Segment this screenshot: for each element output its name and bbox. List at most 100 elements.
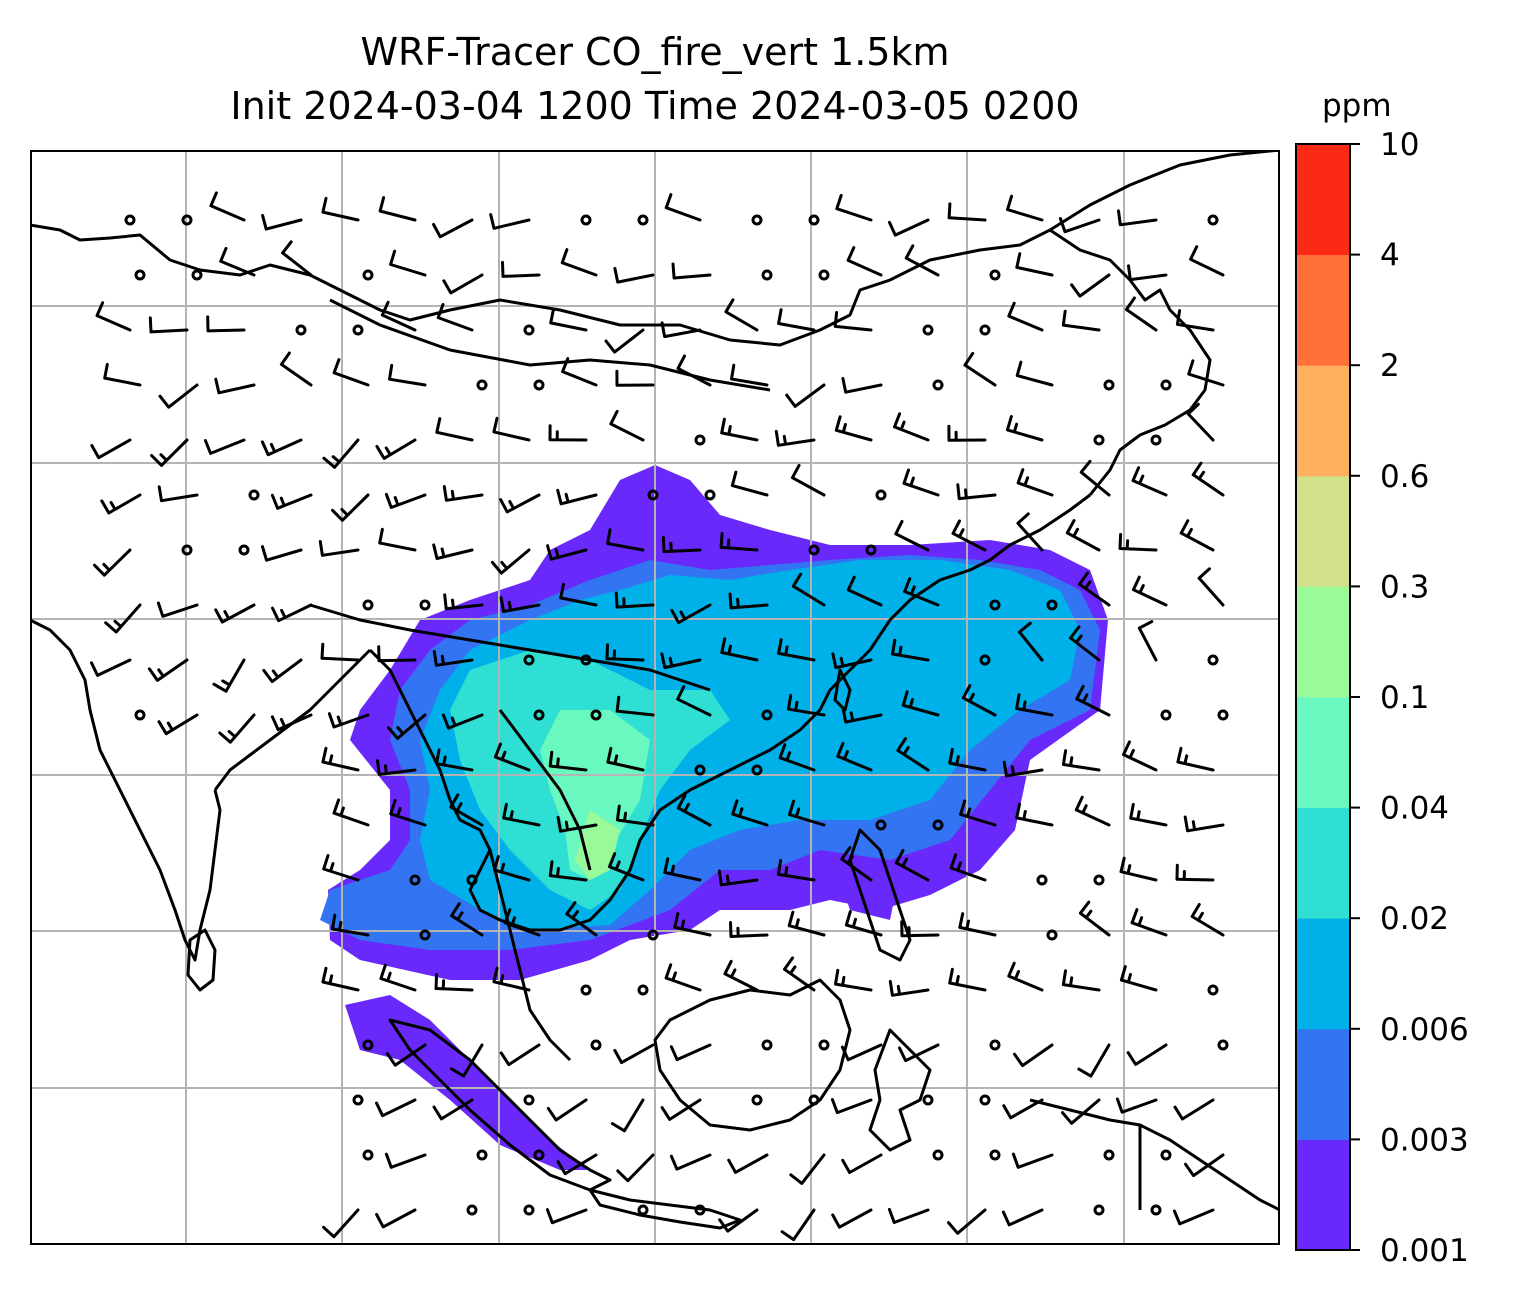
wind-barb — [790, 463, 826, 497]
calm-wind-marker — [1217, 1039, 1229, 1051]
wind-barb — [719, 532, 759, 552]
wind-barb — [1061, 969, 1101, 992]
wind-barb — [948, 967, 987, 992]
wind-barb — [901, 690, 940, 717]
wind-barb — [841, 377, 883, 394]
wind-barb — [1005, 415, 1044, 442]
colorbar-tick-label: 0.1 — [1380, 680, 1429, 716]
calm-wind-marker — [362, 599, 374, 611]
calm-wind-marker — [295, 324, 307, 336]
wind-barb — [904, 244, 940, 277]
wind-barb — [556, 1153, 598, 1176]
wind-barb — [1189, 245, 1225, 277]
calm-wind-marker — [932, 379, 944, 391]
calm-wind-marker — [704, 489, 716, 501]
calm-wind-marker — [1150, 434, 1162, 446]
wind-barb — [432, 218, 474, 239]
wind-barb — [388, 363, 427, 387]
calm-wind-marker — [352, 1094, 364, 1106]
wind-barb — [834, 415, 873, 442]
wind-barb — [545, 1208, 588, 1225]
wind-barb — [271, 603, 313, 623]
calm-wind-marker — [1046, 599, 1058, 611]
wind-barb — [321, 966, 360, 992]
wind-barb — [492, 855, 531, 882]
calm-wind-marker — [751, 1094, 763, 1106]
wind-barb — [783, 956, 816, 992]
wind-barb — [893, 412, 930, 442]
colorbar-tick-label: 4 — [1380, 238, 1400, 274]
wind-barb — [1078, 571, 1111, 607]
wind-barb — [787, 693, 826, 717]
calm-wind-marker — [1103, 379, 1115, 391]
calm-wind-marker — [932, 819, 944, 831]
wind-barb — [903, 577, 940, 607]
wind-barb — [384, 1152, 427, 1169]
wind-barb — [664, 963, 702, 992]
colorbar-tick-label: 0.3 — [1380, 569, 1429, 605]
wind-barb — [777, 308, 816, 332]
calm-wind-marker — [124, 214, 136, 226]
wind-barb — [615, 369, 655, 387]
wind-barb — [95, 301, 132, 332]
colorbar-tick-label: 0.02 — [1380, 901, 1449, 937]
calm-wind-marker — [1103, 1149, 1115, 1161]
colorbar-swatch — [1296, 918, 1350, 1030]
wind-barb — [219, 246, 256, 277]
wind-barb — [1175, 863, 1215, 882]
calm-wind-marker — [1046, 929, 1058, 941]
colorbar-swatch — [1296, 697, 1350, 809]
wind-barb — [432, 543, 474, 560]
calm-wind-marker — [238, 544, 250, 556]
wind-barb — [660, 652, 702, 670]
wind-barb — [1075, 684, 1111, 717]
wind-barb — [1127, 264, 1168, 282]
wind-barb — [450, 1043, 484, 1078]
colorbar-swatch — [1296, 807, 1350, 919]
wind-barb — [492, 416, 531, 442]
wind-barb — [1011, 1152, 1054, 1169]
wind-barb — [332, 358, 370, 387]
border-laos-vietnam — [498, 709, 592, 871]
calm-wind-marker — [409, 874, 421, 886]
wind-barb — [1119, 856, 1158, 882]
wind-barb — [389, 249, 427, 277]
wind-barb — [898, 1043, 940, 1063]
calm-wind-marker — [1093, 434, 1105, 446]
calm-wind-marker — [523, 1204, 535, 1216]
wind-barb — [501, 260, 541, 278]
wind-barb — [958, 912, 997, 937]
wind-barb — [947, 202, 987, 222]
wind-barb — [664, 193, 702, 222]
wind-barb — [375, 1098, 417, 1118]
coastline-korea-japan — [1049, 228, 1212, 496]
wind-barb — [1190, 903, 1225, 937]
wind-barb — [377, 645, 417, 663]
wind-barb — [661, 536, 702, 554]
wind-barb — [833, 311, 873, 332]
wind-barb — [729, 921, 769, 938]
wind-barb — [385, 1043, 427, 1067]
wind-barb — [718, 1208, 759, 1233]
wind-barb — [1187, 359, 1225, 387]
wind-barb — [503, 908, 541, 937]
wind-barb — [320, 642, 360, 662]
coastline-taiwan — [833, 668, 852, 712]
wind-barb — [150, 438, 189, 467]
wind-barb — [961, 684, 997, 717]
wind-barb — [1119, 965, 1158, 992]
wind-barb — [1131, 575, 1168, 607]
wind-barb — [836, 741, 873, 772]
calm-wind-marker — [476, 379, 488, 391]
wind-barb — [841, 1153, 883, 1174]
calm-wind-marker — [419, 599, 431, 611]
wind-barb — [322, 1208, 360, 1239]
wind-barb — [270, 493, 313, 510]
calm-wind-marker — [523, 324, 535, 336]
coastline-russia-east — [1049, 150, 1280, 232]
wind-barb — [546, 544, 588, 561]
wind-barb — [147, 658, 189, 682]
wind-barb — [900, 920, 940, 938]
wind-barb — [261, 214, 303, 231]
wind-barb — [214, 377, 256, 395]
